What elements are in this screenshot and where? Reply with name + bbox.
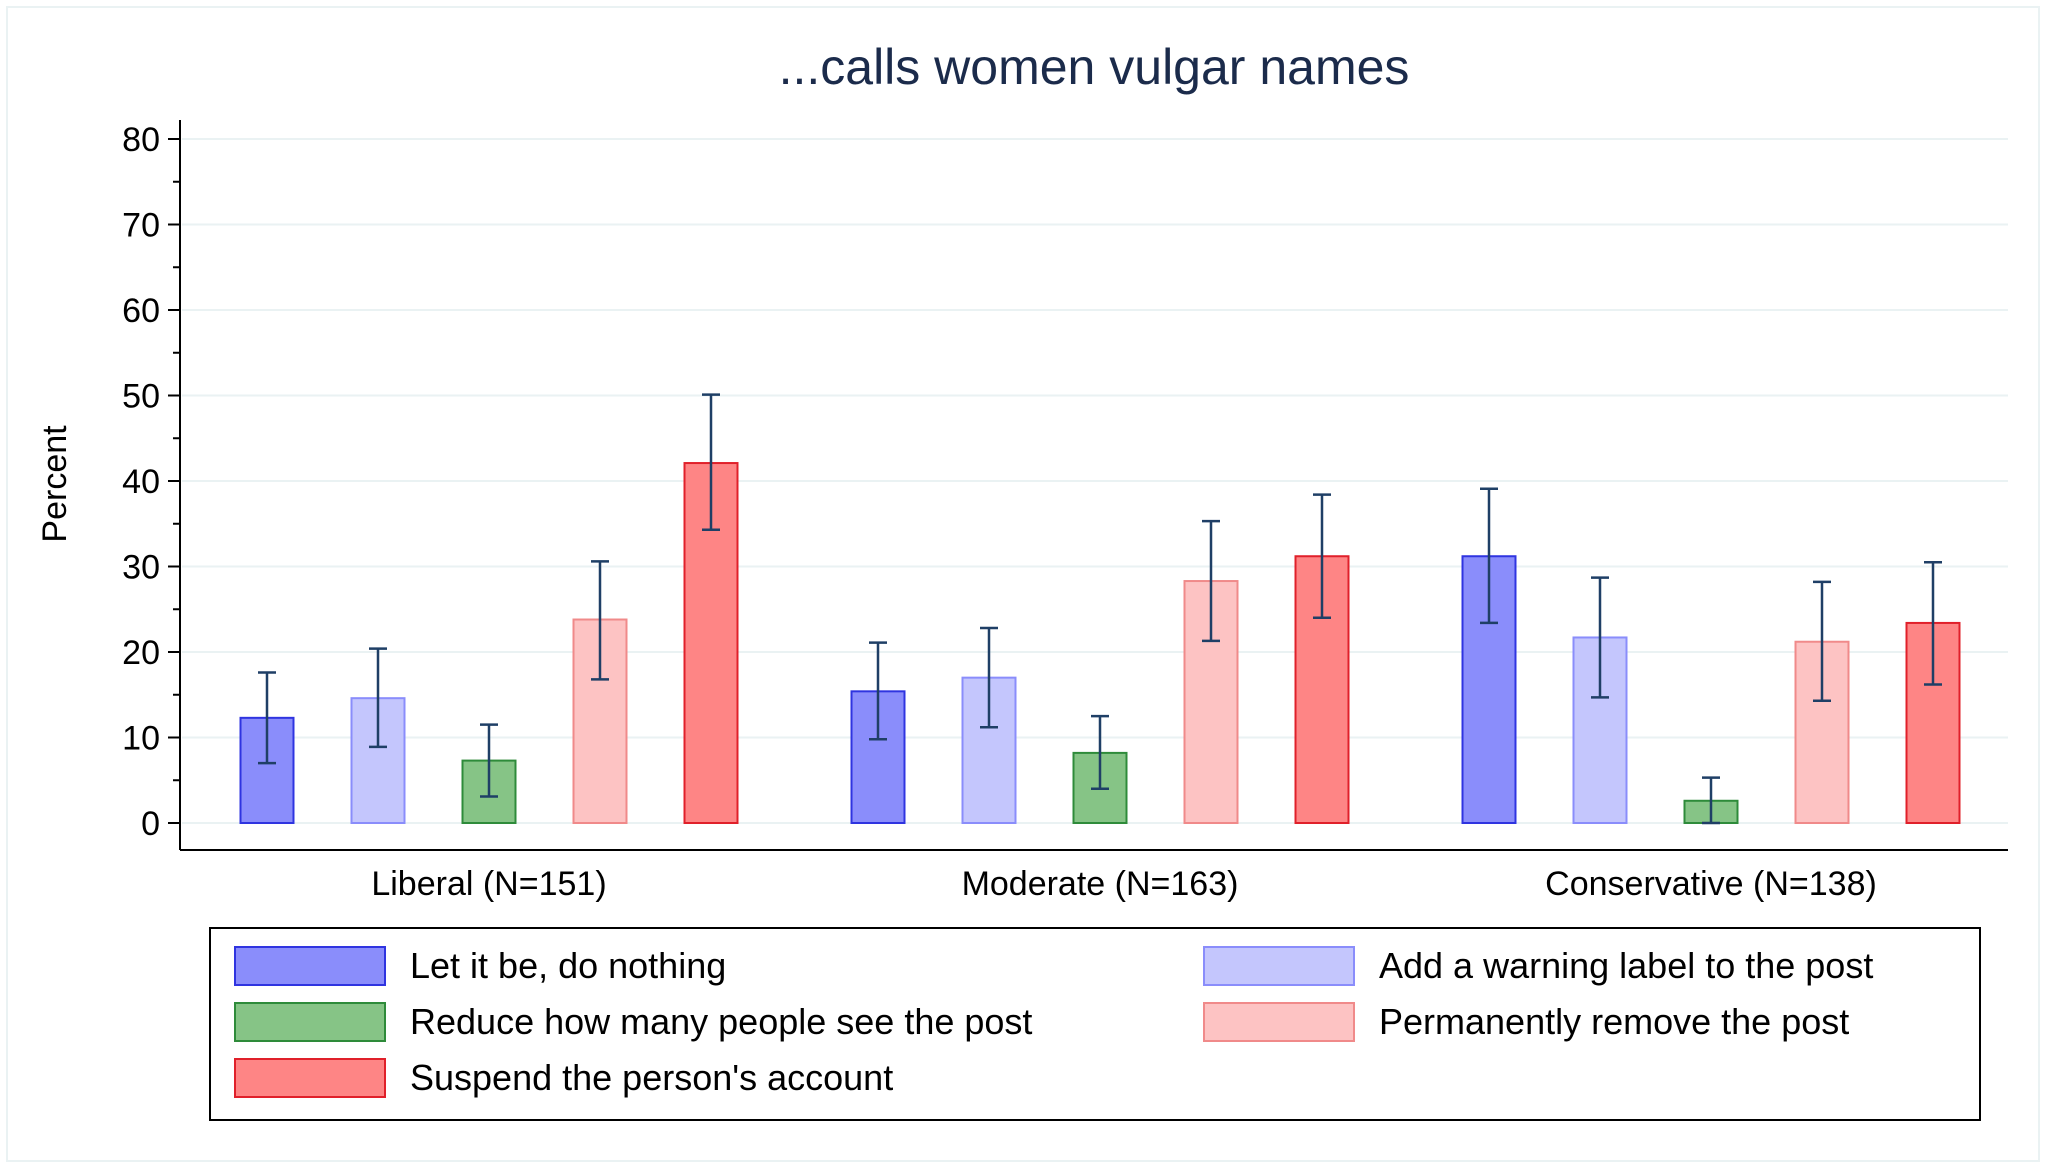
axes: 0 10 20 30 40 50 60 70 80 Liberal (N=151) Moderate… <box>122 120 2008 903</box>
y-tick-label: 0 <box>141 805 160 843</box>
x-category-label: Liberal (N=151) <box>371 865 606 903</box>
bars <box>239 393 1961 825</box>
y-tick-label: 50 <box>122 378 160 416</box>
x-category-label: Moderate (N=163) <box>962 865 1239 903</box>
legend-label: Reduce how many people see the post <box>410 1001 1032 1042</box>
y-tick-label: 20 <box>122 634 160 672</box>
y-tick-label: 60 <box>122 292 160 330</box>
legend-label: Suspend the person's account <box>410 1057 893 1098</box>
legend-label: Let it be, do nothing <box>410 945 726 986</box>
bar-chart: ...calls women vulgar names Percent 0 10 2… <box>36 39 2008 1121</box>
chart-frame: ...calls women vulgar names Percent 0 10 2… <box>6 6 2040 1162</box>
y-axis-label: Percent <box>36 425 74 543</box>
legend-swatch <box>1203 946 1355 986</box>
legend-swatch <box>234 946 386 986</box>
legend-label: Add a warning label to the post <box>1379 945 1873 986</box>
legend-label: Permanently remove the post <box>1379 1001 1849 1042</box>
x-category-label: Conservative (N=138) <box>1545 865 1877 903</box>
chart-title: ...calls women vulgar names <box>779 39 1410 95</box>
y-tick-label: 70 <box>122 207 160 245</box>
legend-swatch <box>234 1058 386 1098</box>
y-tick-label: 30 <box>122 549 160 587</box>
legend: Let it be, do nothing Add a warning label… <box>209 927 1981 1121</box>
y-tick-label: 40 <box>122 463 160 501</box>
legend-swatch <box>234 1002 386 1042</box>
y-tick-label: 80 <box>122 121 160 159</box>
y-tick-label: 10 <box>122 720 160 758</box>
gridlines <box>182 138 2008 824</box>
legend-swatch <box>1203 1002 1355 1042</box>
legend-box <box>209 927 1981 1121</box>
